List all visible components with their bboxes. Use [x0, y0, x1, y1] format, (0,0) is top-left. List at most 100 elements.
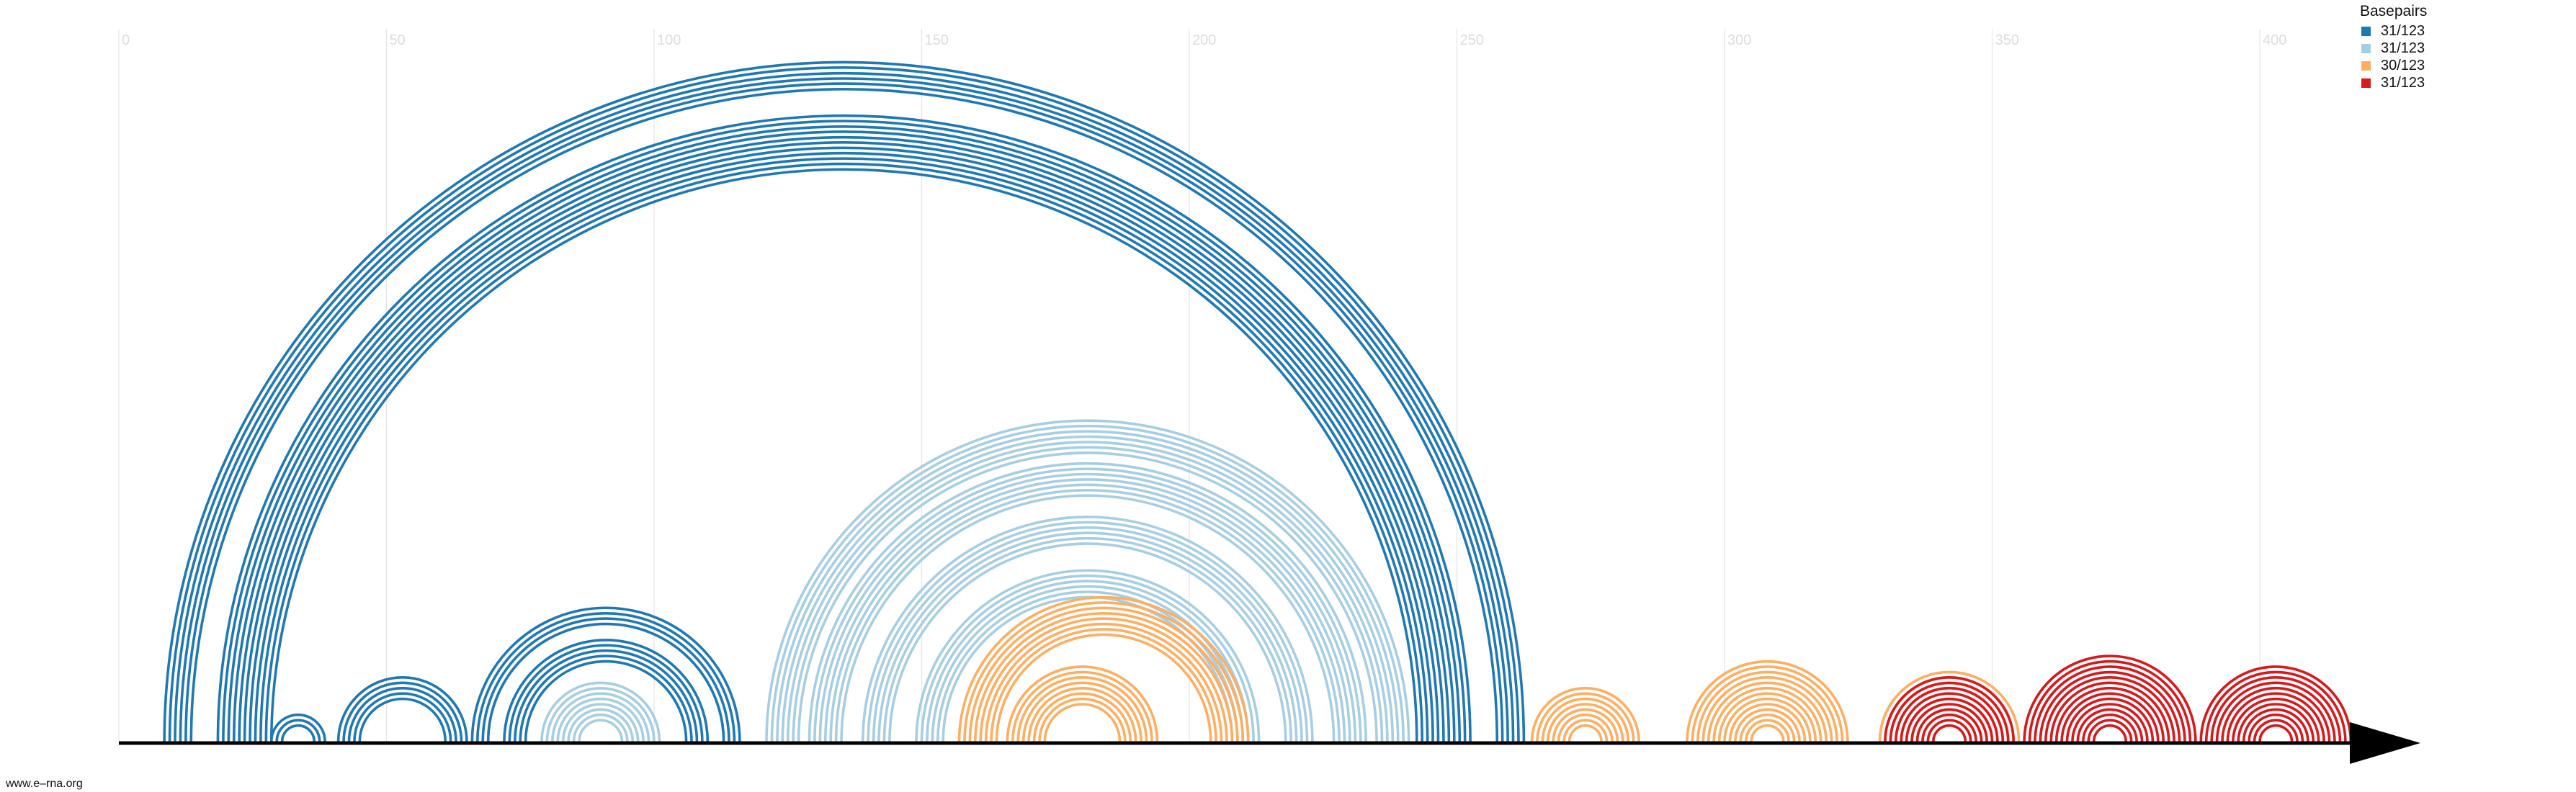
- basepair-arc: [2034, 665, 2186, 742]
- legend-label: 31/123: [2381, 40, 2425, 56]
- grid-layer: 0 50 100 150 200 250 300 350 400: [118, 29, 2286, 742]
- legend-label: 31/123: [2381, 74, 2425, 91]
- basepair-arc: [1926, 719, 1972, 742]
- basepair-arc: [514, 649, 699, 742]
- basepair-arc: [776, 430, 1400, 742]
- x-tick-label: 50: [390, 32, 406, 48]
- x-tick-label: 100: [657, 32, 681, 48]
- basepair-arc: [353, 692, 452, 742]
- basepair-arc: [486, 622, 725, 742]
- basepair-arc: [1894, 686, 2005, 742]
- basepair-arc: [808, 462, 1367, 742]
- basepair-arc: [2054, 686, 2165, 742]
- basepair-arc: [347, 686, 457, 742]
- basepair-arc: [974, 611, 1234, 742]
- x-tick-label: 350: [1995, 32, 2019, 48]
- basepair-arc: [2232, 697, 2320, 742]
- basepair-arc: [2023, 654, 2197, 742]
- basepair-arc: [250, 148, 1438, 742]
- basepair-arc: [2199, 665, 2353, 742]
- basepair-arc: [358, 697, 447, 742]
- basepair-arc: [2049, 681, 2170, 742]
- basepair-arc: [915, 569, 1261, 742]
- basepair-arc: [561, 703, 640, 742]
- x-tick-label: 250: [1460, 32, 1484, 48]
- basepair-arc: [2039, 670, 2181, 742]
- basepair-arc: [1552, 708, 1619, 742]
- basepair-arc: [1027, 686, 1137, 742]
- basepair-arc: [1744, 719, 1790, 742]
- basepair-arc: [926, 580, 1250, 742]
- basepair-arc: [269, 168, 1418, 742]
- basepair-arc: [255, 153, 1433, 742]
- basepair-arc: [1717, 692, 1817, 742]
- basepair-arc: [1889, 681, 2010, 742]
- basepair-arc: [1691, 665, 1844, 742]
- basepair-arc: [797, 451, 1378, 742]
- basepair-arc: [792, 446, 1384, 742]
- basepair-arc: [1696, 670, 1838, 742]
- basepair-arc: [2237, 703, 2315, 742]
- basepair-arc: [1536, 692, 1635, 742]
- legend-swatch: [2361, 78, 2371, 88]
- legend-swatch: [2361, 26, 2371, 36]
- basepair-arc: [1038, 697, 1127, 742]
- basepair-arc: [834, 489, 1341, 742]
- basepair-arc: [1541, 697, 1630, 742]
- basepair-arc: [168, 66, 1520, 742]
- basepair-arc: [765, 419, 1410, 742]
- basepair-arc: [1884, 676, 2016, 742]
- basepair-arc: [1921, 714, 1978, 742]
- basepair-arc: [781, 435, 1395, 742]
- basepair-arc: [2248, 714, 2304, 742]
- legend-label: 31/123: [2381, 22, 2425, 39]
- basepair-arc: [840, 494, 1336, 742]
- basepair-arc: [519, 654, 693, 742]
- basepair-arc: [770, 424, 1405, 742]
- basepair-arc: [995, 633, 1212, 742]
- basepair-arc: [872, 526, 1303, 742]
- basepair-arc: [979, 617, 1228, 742]
- basepair-arc: [861, 516, 1314, 742]
- basepair-arc: [877, 531, 1298, 742]
- legend-item-series-3: 30/123: [2361, 57, 2427, 74]
- basepair-arc: [336, 676, 468, 742]
- basepair-arc: [1686, 660, 1849, 742]
- basepair-arc: [259, 157, 1429, 742]
- basepair-arc: [163, 60, 1526, 742]
- basepair-arc: [1910, 703, 1988, 742]
- basepair-arc: [2044, 676, 2175, 742]
- basepair-arc: [1043, 703, 1122, 742]
- basepair-arc: [2087, 719, 2133, 742]
- basepair-arc: [1701, 676, 1833, 742]
- legend: Basepairs 31/123 31/123 30/123 31/123: [2360, 3, 2427, 91]
- basepair-arc: [1750, 724, 1785, 742]
- basepair-arc: [2226, 692, 2325, 742]
- arc-layer: [163, 60, 2353, 742]
- basepair-arc: [968, 606, 1239, 742]
- basepair-arc: [963, 601, 1245, 742]
- basepair-arc: [1547, 703, 1624, 742]
- basepair-arc: [1011, 670, 1153, 742]
- basepair-arc: [1931, 724, 1967, 742]
- legend-swatch: [2361, 60, 2371, 71]
- watermark: www.e–rna.org: [6, 778, 83, 790]
- basepair-arc: [786, 441, 1389, 742]
- basepair-arc: [2258, 724, 2294, 742]
- basepair-arc: [1557, 714, 1614, 742]
- basepair-arc: [243, 141, 1445, 742]
- basepair-arc: [184, 82, 1504, 742]
- basepair-arc: [1921, 714, 1978, 742]
- basepair-arc: [1739, 714, 1796, 742]
- basepair-arc: [984, 622, 1223, 742]
- basepair-arc: [867, 521, 1309, 742]
- x-tick-label: 150: [925, 32, 949, 48]
- basepair-arc: [1006, 665, 1159, 742]
- basepair-arc: [2242, 708, 2309, 742]
- basepair-arc: [567, 708, 635, 742]
- basepair-arc: [551, 692, 650, 742]
- basepair-arc: [556, 697, 645, 742]
- basepair-arc: [1016, 676, 1148, 742]
- legend-item-series-2: 31/123: [2361, 40, 2427, 57]
- basepair-arc: [1707, 681, 1828, 742]
